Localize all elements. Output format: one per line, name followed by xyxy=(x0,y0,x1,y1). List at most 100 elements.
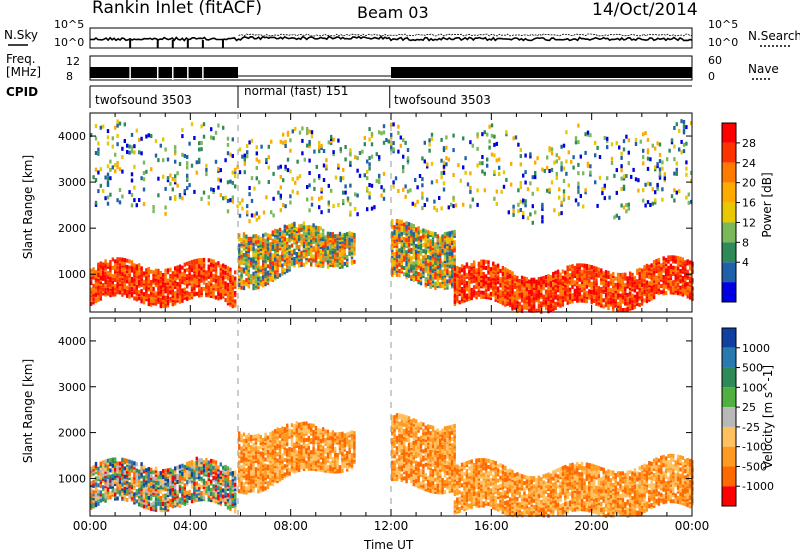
heatmap-cell xyxy=(453,248,456,253)
heatmap-cell xyxy=(398,254,401,259)
heatmap-cell xyxy=(441,261,444,266)
heatmap-cell xyxy=(114,488,117,493)
heatmap-cell xyxy=(247,270,250,274)
heatmap-cell xyxy=(135,272,138,277)
heatmap-cell xyxy=(685,195,688,200)
heatmap-cell xyxy=(398,250,401,255)
heatmap-cell xyxy=(326,260,330,265)
heatmap-cell xyxy=(513,295,517,300)
heatmap-cell xyxy=(542,280,545,284)
heatmap-cell xyxy=(341,235,344,240)
heatmap-cell xyxy=(92,288,95,292)
heatmap-cell xyxy=(342,199,345,203)
heatmap-cell xyxy=(508,270,512,274)
heatmap-cell xyxy=(506,291,509,296)
heatmap-cell xyxy=(586,132,590,137)
heatmap-cell xyxy=(458,281,461,286)
heatmap-cell xyxy=(109,268,112,273)
heatmap-cell xyxy=(202,266,206,271)
heatmap-cell xyxy=(254,265,258,270)
heatmap-cell xyxy=(518,293,521,298)
heatmap-cell xyxy=(486,157,489,162)
heatmap-cell xyxy=(118,280,122,285)
heatmap-cell xyxy=(162,291,165,296)
heatmap-cell xyxy=(415,250,418,255)
heatmap-cell xyxy=(147,471,150,476)
heatmap-cell xyxy=(637,188,640,193)
heatmap-cell xyxy=(104,471,107,476)
heatmap-cell xyxy=(640,287,644,292)
heatmap-cell xyxy=(524,170,527,175)
heatmap-cell xyxy=(496,288,500,293)
heatmap-cell xyxy=(257,270,260,275)
heatmap-cell xyxy=(140,151,143,156)
heatmap-cell xyxy=(104,459,107,464)
heatmap-cell xyxy=(674,255,677,260)
heatmap-cell xyxy=(188,279,191,284)
heatmap-cell xyxy=(334,234,337,239)
heatmap-cell xyxy=(126,279,129,284)
heatmap-cell xyxy=(440,171,443,176)
heatmap-cell xyxy=(631,306,634,310)
heatmap-cell xyxy=(544,306,548,311)
heatmap-cell xyxy=(573,274,577,279)
heatmap-cell xyxy=(368,183,371,187)
heatmap-cell xyxy=(118,188,122,192)
heatmap-cell xyxy=(318,140,321,145)
heatmap-cell xyxy=(99,261,102,266)
heatmap-cell xyxy=(468,265,471,270)
heatmap-cell xyxy=(366,188,369,193)
heatmap-cell xyxy=(442,181,446,186)
heatmap-cell xyxy=(609,281,613,286)
heatmap-cell xyxy=(259,236,262,241)
heatmap-cell xyxy=(403,272,406,277)
heatmap-cell xyxy=(654,198,657,203)
heatmap-cell xyxy=(97,295,100,300)
heatmap-cell xyxy=(560,144,563,149)
heatmap-cell xyxy=(109,474,112,479)
heatmap-cell xyxy=(642,198,645,203)
heatmap-cell xyxy=(460,287,464,291)
heatmap-cell xyxy=(555,171,558,176)
heatmap-cell xyxy=(576,284,579,289)
heatmap-cell xyxy=(147,266,150,271)
heatmap-cell xyxy=(448,270,451,275)
heatmap-cell xyxy=(338,262,342,267)
heatmap-cell xyxy=(624,282,627,287)
heatmap-cell xyxy=(487,264,490,269)
heatmap-cell xyxy=(145,270,148,275)
heatmap-cell xyxy=(174,194,177,199)
heatmap-cell xyxy=(346,196,350,201)
heatmap-cell xyxy=(234,299,237,304)
heatmap-cell xyxy=(488,145,491,150)
heatmap-cell xyxy=(511,306,514,311)
heatmap-cell xyxy=(97,491,100,496)
heatmap-cell xyxy=(422,228,425,233)
heatmap-cell xyxy=(121,280,124,285)
heatmap-cell xyxy=(619,279,622,284)
heatmap-cell xyxy=(174,151,177,156)
heatmap-cell xyxy=(224,266,227,271)
heatmap-cell xyxy=(281,246,284,251)
heatmap-cell xyxy=(147,293,150,298)
heatmap-cell xyxy=(625,134,628,139)
heatmap-cell xyxy=(482,274,485,279)
heatmap-cell xyxy=(193,488,196,493)
heatmap-cell xyxy=(622,147,626,152)
heatmap-cell xyxy=(472,274,476,279)
heatmap-cell xyxy=(590,281,593,286)
heatmap-cell xyxy=(128,282,131,287)
heatmap-cell xyxy=(556,302,560,307)
heatmap-cell xyxy=(322,241,325,246)
heatmap-cell xyxy=(171,281,174,286)
heatmap-cell xyxy=(464,170,467,175)
heatmap-cell xyxy=(281,267,284,272)
heatmap-cell xyxy=(559,303,562,308)
heatmap-cell xyxy=(404,140,407,145)
heatmap-cell xyxy=(190,260,194,264)
heatmap-cell xyxy=(257,285,260,290)
heatmap-cell xyxy=(123,264,126,269)
heatmap-cell xyxy=(649,157,652,162)
heatmap-cell xyxy=(626,307,629,312)
heatmap-cell xyxy=(123,476,126,481)
